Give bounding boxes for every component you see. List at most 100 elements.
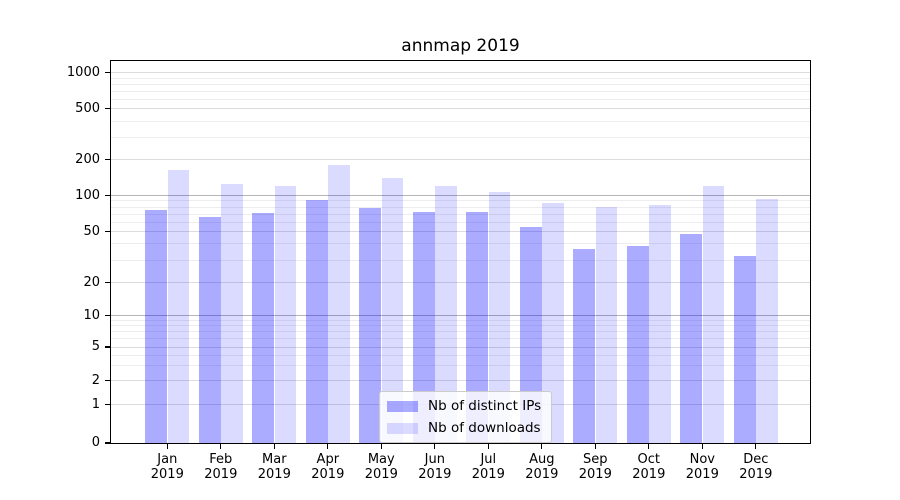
y-tick-label-5: 5 [91,339,100,355]
bar-mar-downloads [274,186,297,443]
y-tick-mark [105,314,110,316]
x-tick-mark [434,444,436,449]
bar-apr-distinct-ips [305,199,328,443]
bar-jan-distinct-ips [145,209,168,443]
bar-sep-distinct-ips [573,249,596,443]
legend-label-distinct-ips: Nb of distinct IPs [428,398,542,414]
y-tick-label-200: 200 [75,151,100,167]
y-tick-label-10: 10 [83,307,100,323]
bar-aug-distinct-ips [519,227,542,443]
x-tick-mark [701,444,703,449]
x-tick-label-jul: Jul 2019 [471,452,505,482]
x-tick-mark [166,444,168,449]
gridline-minor [111,90,810,92]
x-tick-label-jun: Jun 2019 [418,452,452,482]
x-tick-label-oct: Oct 2019 [632,452,666,482]
y-tick-mark [105,379,110,381]
bar-dec-distinct-ips [733,255,756,443]
x-tick-label-dec: Dec 2019 [739,452,773,482]
legend-swatch-distinct-ips-icon [387,400,418,412]
x-tick-mark [380,444,382,449]
x-tick-label-apr: Apr 2019 [311,452,345,482]
gridline-50 [111,231,810,232]
gridline-1000 [111,72,810,73]
gridline-minor [111,319,810,321]
y-tick-label-100: 100 [75,187,100,203]
x-tick-label-mar: Mar 2019 [257,452,291,482]
gridline-500 [111,108,810,110]
x-tick-mark [327,444,329,449]
x-tick-mark [220,444,222,449]
x-tick-mark [755,444,757,449]
chart-title: annmap 2019 [401,36,520,56]
gridline-5 [111,346,810,348]
bar-jun-distinct-ips [412,212,435,443]
gridline-minor [111,136,810,138]
bar-dec-downloads [756,198,778,443]
x-tick-label-nov: Nov 2019 [685,452,719,482]
gridline-20 [111,282,810,284]
y-tick-label-500: 500 [75,100,100,116]
gridline-minor [111,365,810,367]
bar-nov-distinct-ips [680,234,703,443]
y-tick-label-2: 2 [91,372,100,388]
x-tick-label-aug: Aug 2019 [525,452,559,482]
y-tick-label-1: 1 [91,396,100,412]
y-tick-mark [105,194,110,196]
bar-may-distinct-ips [359,207,382,443]
legend-entry-downloads: Nb of downloads [387,420,541,436]
gridline-minor [111,200,810,202]
bar-jul-distinct-ips [466,212,489,443]
bar-jun-downloads [435,186,457,443]
y-tick-mark [105,107,110,110]
bar-oct-downloads [649,204,671,443]
x-tick-label-jan: Jan 2019 [150,452,184,482]
y-tick-mark [105,71,110,73]
bar-feb-distinct-ips [198,216,221,443]
x-tick-mark [594,444,596,449]
bar-sep-downloads [595,207,618,443]
gridline-minor [111,77,810,79]
y-tick-mark [105,158,110,161]
bar-aug-downloads [542,203,564,443]
y-tick-mark [105,442,110,444]
x-tick-label-feb: Feb 2019 [204,452,238,482]
gridline-minor [111,98,810,100]
y-tick-mark [105,403,110,406]
y-tick-label-1000: 1000 [66,64,100,80]
bar-feb-downloads [221,183,243,443]
gridline-minor [111,259,810,261]
gridline-minor [111,243,810,245]
gridline-minor [111,338,810,340]
y-tick-label-50: 50 [83,223,100,239]
bar-may-downloads [381,177,404,443]
gridline-200 [111,159,810,161]
legend: Nb of distinct IPs Nb of downloads [379,391,553,443]
gridline-100 [111,195,810,196]
bar-nov-downloads [702,185,725,443]
x-tick-mark [273,444,275,449]
bar-apr-downloads [328,165,350,443]
gridline-10 [111,315,810,316]
legend-swatch-downloads-icon [387,422,418,434]
gridline-minor [111,213,810,215]
y-tick-label-20: 20 [83,274,100,290]
gridline-minor [111,83,810,85]
gridline-minor [111,120,810,122]
gridline-minor [111,325,810,327]
x-tick-mark [487,444,489,449]
plot-area [110,60,811,444]
y-tick-mark [105,230,110,232]
gridline-minor [111,354,810,356]
y-tick-mark [105,281,110,284]
y-tick-label-0: 0 [91,435,100,451]
bar-oct-distinct-ips [626,246,649,443]
gridline-minor [111,331,810,333]
x-tick-label-sep: Sep 2019 [578,452,612,482]
bar-mar-distinct-ips [252,212,275,443]
gridline-2 [111,380,810,381]
gridline-minor [111,221,810,223]
legend-entry-distinct-ips: Nb of distinct IPs [387,398,541,414]
x-tick-label-may: May 2019 [364,452,398,482]
